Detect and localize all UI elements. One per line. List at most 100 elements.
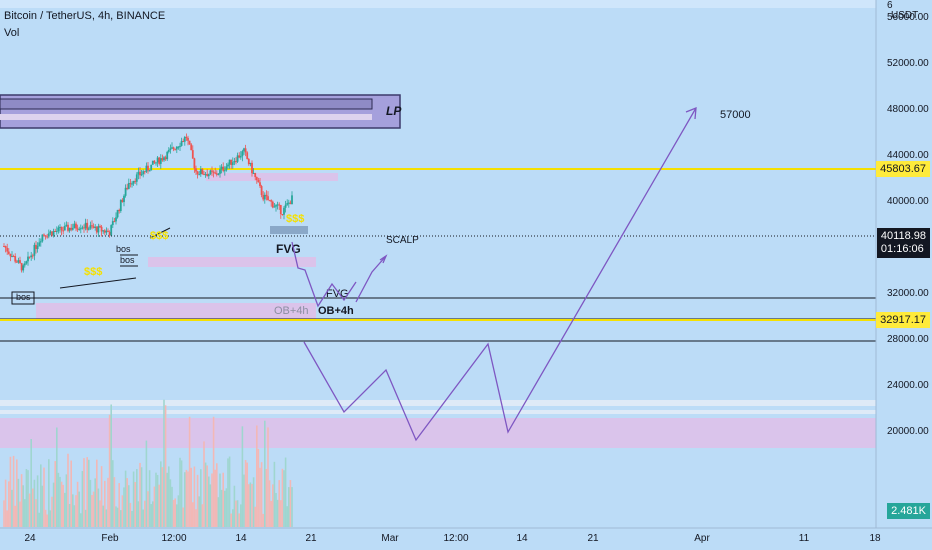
candle-body [107, 230, 109, 232]
volume-bar [227, 458, 229, 527]
volume-badge: 2.481K [887, 503, 930, 519]
volume-bar [235, 500, 237, 527]
candle-body [246, 152, 249, 160]
candle-body [79, 228, 82, 230]
candle-body [68, 227, 71, 231]
volume-bar [153, 486, 156, 527]
time-axis-ticks: 24 Feb 12:00 14 21 Mar 12:00 14 21 Apr 11 18 [24, 533, 881, 544]
volume-bar [176, 504, 178, 527]
volume-bar [129, 502, 132, 527]
volume-bar [11, 489, 13, 527]
candle-body [83, 227, 85, 229]
candle-body [273, 206, 276, 208]
volume-bar [33, 479, 36, 527]
volume-bar [20, 474, 23, 527]
volume-bar [182, 507, 184, 527]
candle-body [180, 141, 183, 146]
candle-body [217, 173, 220, 175]
volume-bar [273, 461, 276, 527]
volume-bar [72, 494, 74, 527]
candle-body [209, 170, 212, 175]
volume-bar [110, 404, 112, 527]
candle-body [275, 205, 277, 207]
volume-bar [161, 467, 164, 527]
volume-bar [51, 496, 53, 527]
volume-indicator-label[interactable]: Vol [4, 27, 20, 39]
candle-body [116, 209, 119, 218]
candle-body [155, 162, 157, 164]
volume-bar [254, 506, 256, 527]
scalp-path [291, 241, 357, 308]
volume-bar [25, 469, 28, 527]
candle-body [55, 231, 58, 233]
ob-label-left: OB+4h [274, 305, 309, 317]
volume-bar [244, 460, 247, 527]
symbol-title[interactable]: Bitcoin / TetherUS, 4h, BINANCE [4, 10, 166, 22]
price-axis-top-label: 6 [887, 0, 893, 11]
demand-zone [0, 418, 876, 448]
candle-body [241, 151, 244, 157]
candle-body [30, 255, 33, 258]
volume-bar [195, 509, 197, 527]
candle-body [115, 217, 117, 222]
candle-body [22, 265, 25, 271]
volume-bar [12, 455, 15, 527]
volume-bar [105, 509, 108, 527]
candle-body [134, 180, 137, 182]
volume-bar [16, 459, 18, 527]
volume-bar [158, 484, 160, 527]
candle-body [65, 224, 68, 227]
volume-bar [268, 480, 271, 527]
volume-bar [206, 465, 208, 527]
volume-bar [209, 484, 212, 527]
candle-body [126, 187, 129, 189]
volume-bar [70, 460, 72, 527]
lp-label: LP [386, 104, 402, 118]
volume-bar [233, 485, 236, 527]
ob-label-right: OB+4h [318, 305, 354, 317]
volume-bar [155, 472, 157, 527]
candle-body [87, 228, 90, 230]
candle-body [148, 170, 151, 172]
candle-body [196, 171, 199, 175]
candle-body [137, 171, 140, 175]
volume-bar [94, 478, 96, 527]
volume-bar [201, 504, 204, 527]
light-band-1 [0, 400, 876, 406]
volume-bar [241, 426, 244, 527]
candle-body [203, 174, 205, 176]
trendline-low [59, 277, 137, 289]
candle-body [255, 177, 258, 181]
candle-body [131, 183, 133, 185]
volume-bar [252, 477, 255, 527]
candle-body [17, 260, 20, 263]
volume-bar [240, 504, 242, 527]
volume-bar [32, 488, 34, 527]
time-tick-label: 11 [799, 533, 810, 544]
volume-bar [19, 501, 21, 527]
volume-bar [246, 462, 248, 527]
volume-bar [78, 491, 80, 527]
volume-bar [164, 405, 167, 527]
candle-body [244, 148, 247, 153]
volume-bar [14, 505, 16, 527]
pink-zone-top [206, 173, 338, 181]
volume-bar [43, 467, 45, 527]
volume-bar [166, 472, 168, 527]
candle-body [70, 227, 73, 230]
price-tick-label: 32000.00 [887, 288, 929, 299]
fvg-label-2: FVG [326, 288, 349, 300]
candle-body [199, 168, 202, 175]
bos-label-1: bos [16, 292, 31, 302]
volume-bar [86, 457, 88, 527]
time-tick-label: 21 [587, 533, 599, 544]
candle-body [3, 246, 5, 247]
volume-bar [275, 492, 277, 527]
volume-bar [203, 441, 205, 527]
candle-body [171, 147, 173, 149]
volume-bar [160, 461, 162, 527]
price-tick-label: 52000.00 [887, 58, 929, 69]
candle-body [238, 155, 241, 158]
